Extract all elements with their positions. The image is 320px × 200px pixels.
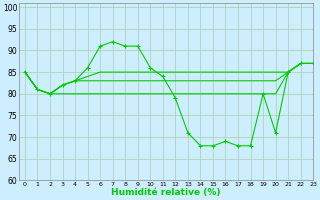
X-axis label: Humidité relative (%): Humidité relative (%) (111, 188, 221, 197)
